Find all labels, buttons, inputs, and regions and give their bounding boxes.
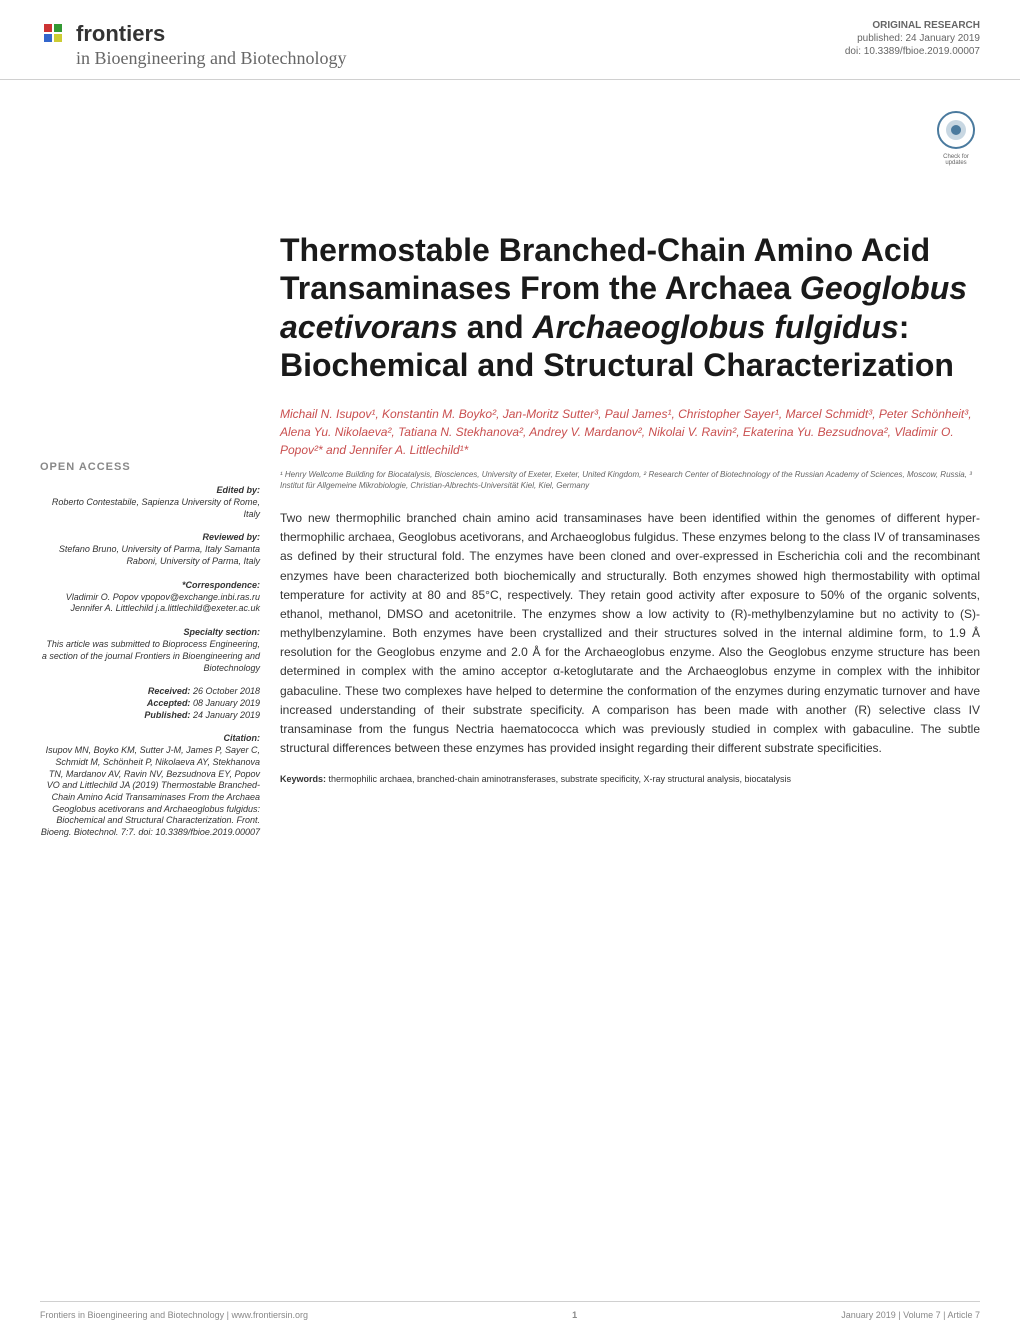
footer-page-number: 1 (572, 1310, 577, 1320)
open-access-label: OPEN ACCESS (40, 461, 260, 473)
published-date: published: 24 January 2019 (845, 33, 980, 44)
received-date: 26 October 2018 (190, 686, 260, 696)
sidebar: OPEN ACCESS Edited by: Roberto Contestab… (40, 231, 260, 851)
logo-row: frontiers (40, 20, 346, 48)
article-body: Thermostable Branched-Chain Amino Acid T… (280, 231, 980, 851)
affiliations: ¹ Henry Wellcome Building for Biocatalys… (280, 469, 980, 491)
article-title: Thermostable Branched-Chain Amino Acid T… (280, 231, 980, 385)
published-date-sidebar: 24 January 2019 (190, 710, 260, 720)
accepted-row: Accepted: 08 January 2019 (40, 698, 260, 710)
keywords-block: Keywords: thermophilic archaea, branched… (280, 773, 980, 786)
reviewed-by-section: Reviewed by: Stefano Bruno, University o… (40, 532, 260, 567)
page-header: frontiers in Bioengineering and Biotechn… (0, 0, 1020, 80)
dates-section: Received: 26 October 2018 Accepted: 08 J… (40, 686, 260, 721)
received-row: Received: 26 October 2018 (40, 686, 260, 698)
doi-link[interactable]: doi: 10.3389/fbioe.2019.00007 (845, 46, 980, 57)
published-row: Published: 24 January 2019 (40, 710, 260, 722)
specialty-section: Specialty section: This article was subm… (40, 627, 260, 674)
correspondence-label: *Correspondence: (40, 580, 260, 590)
accepted-date: 08 January 2019 (190, 698, 260, 708)
title-mid: and (458, 309, 533, 345)
citation-label: Citation: (40, 733, 260, 743)
reviewed-by-text: Stefano Bruno, University of Parma, Ital… (40, 544, 260, 567)
frontiers-logo-icon (40, 20, 68, 48)
keywords-text: thermophilic archaea, branched-chain ami… (329, 774, 792, 784)
published-label: Published: (144, 710, 190, 720)
footer-left: Frontiers in Bioengineering and Biotechn… (40, 1310, 308, 1320)
citation-section: Citation: Isupov MN, Boyko KM, Sutter J-… (40, 733, 260, 839)
edited-by-section: Edited by: Roberto Contestabile, Sapienz… (40, 485, 260, 520)
edited-by-label: Edited by: (40, 485, 260, 495)
accepted-label: Accepted: (147, 698, 191, 708)
correspondence-section: *Correspondence: Vladimir O. Popov vpopo… (40, 580, 260, 615)
abstract-text: Two new thermophilic branched chain amin… (280, 509, 980, 758)
page-footer: Frontiers in Bioengineering and Biotechn… (40, 1301, 980, 1320)
journal-name: frontiers (76, 21, 165, 47)
header-meta: ORIGINAL RESEARCH published: 24 January … (845, 20, 980, 59)
received-label: Received: (148, 686, 191, 696)
check-updates-block: Check for updates (0, 80, 1020, 171)
logo-block: frontiers in Bioengineering and Biotechn… (40, 20, 346, 69)
reviewed-by-label: Reviewed by: (40, 532, 260, 542)
journal-subtitle: in Bioengineering and Biotechnology (76, 48, 346, 69)
check-updates-icon[interactable]: Check for updates (932, 110, 980, 166)
title-italic2: Archaeoglobus fulgidus (533, 309, 899, 345)
specialty-text: This article was submitted to Bioprocess… (40, 639, 260, 674)
footer-right: January 2019 | Volume 7 | Article 7 (841, 1310, 980, 1320)
specialty-label: Specialty section: (40, 627, 260, 637)
correspondence-text: Vladimir O. Popov vpopov@exchange.inbi.r… (40, 592, 260, 615)
edited-by-text: Roberto Contestabile, Sapienza Universit… (40, 497, 260, 520)
keywords-label: Keywords: (280, 774, 329, 784)
svg-text:updates: updates (945, 160, 966, 166)
citation-text: Isupov MN, Boyko KM, Sutter J-M, James P… (40, 745, 260, 839)
article-type: ORIGINAL RESEARCH (845, 20, 980, 31)
authors-list: Michail N. Isupov¹, Konstantin M. Boyko²… (280, 405, 980, 459)
main-content: OPEN ACCESS Edited by: Roberto Contestab… (0, 171, 1020, 871)
